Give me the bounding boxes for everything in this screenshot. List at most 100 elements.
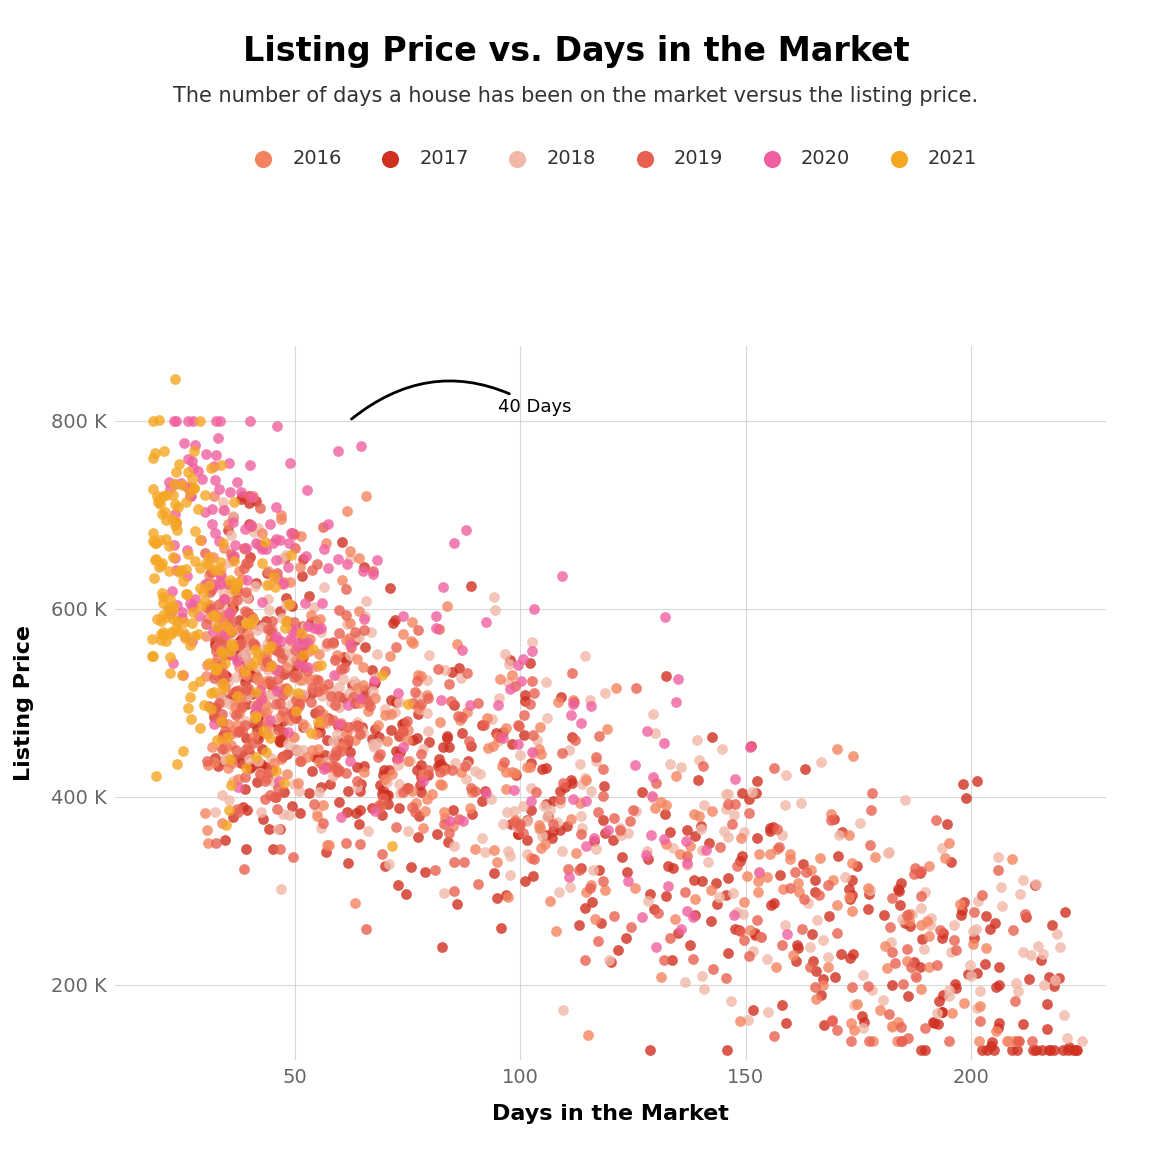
2017 [745,926,764,945]
2016 [350,602,369,621]
2016 [346,730,364,749]
2016 [912,980,931,999]
2016 [230,562,249,581]
2016 [685,805,704,824]
2019 [781,879,799,897]
2018 [266,659,285,677]
2016 [257,704,275,722]
2018 [262,749,280,767]
2017 [691,817,710,835]
2017 [601,953,620,971]
2017 [317,843,335,862]
2017 [205,665,223,683]
2019 [863,783,881,802]
2021 [153,584,172,602]
2017 [764,894,782,912]
2018 [719,785,737,803]
2017 [418,766,437,785]
2016 [233,569,251,588]
2021 [151,631,169,650]
2018 [722,992,741,1010]
2017 [243,757,262,775]
2017 [562,771,581,789]
2020 [210,479,228,498]
2018 [289,687,308,705]
2016 [252,524,271,543]
2019 [581,879,599,897]
2018 [695,796,713,814]
2021 [160,537,179,555]
2021 [229,574,248,592]
2017 [840,879,858,897]
2019 [524,726,543,744]
2018 [882,1017,901,1036]
2018 [676,972,695,991]
2019 [767,820,786,839]
2020 [167,514,185,532]
2018 [280,805,298,824]
2020 [511,672,530,690]
2018 [215,751,234,770]
2018 [942,942,961,961]
2017 [431,756,449,774]
2019 [793,920,811,939]
2017 [259,657,278,675]
2017 [664,859,682,878]
2016 [730,1011,749,1030]
2018 [249,751,267,770]
2018 [933,839,952,857]
2019 [455,852,473,871]
2016 [578,1025,597,1044]
2018 [264,685,282,704]
2021 [164,600,182,619]
2020 [241,411,259,430]
2016 [758,867,776,886]
2021 [262,657,280,675]
2019 [506,676,524,695]
2019 [240,487,258,506]
2016 [223,592,242,611]
2018 [401,751,419,770]
2016 [219,714,237,733]
2017 [884,976,902,994]
2019 [927,811,946,829]
2019 [214,669,233,688]
2016 [210,637,228,655]
2019 [207,642,226,660]
2016 [320,711,339,729]
2017 [230,722,249,741]
2017 [293,643,311,661]
2016 [258,725,276,743]
2021 [276,612,295,630]
2020 [726,770,744,788]
2017 [391,743,409,761]
2019 [397,712,416,730]
2017 [268,715,287,734]
2021 [159,599,177,617]
2018 [524,744,543,763]
2020 [314,759,333,778]
2017 [508,825,526,843]
2017 [223,508,242,526]
2021 [143,629,161,647]
2018 [283,684,302,703]
2020 [562,706,581,725]
2021 [253,721,272,740]
2021 [185,552,204,570]
2018 [260,619,279,637]
2019 [268,563,287,582]
2017 [803,924,821,942]
2021 [222,635,241,653]
2019 [210,630,228,649]
2019 [228,723,247,742]
2021 [191,531,210,550]
2017 [226,645,244,664]
2018 [259,699,278,718]
2020 [179,449,197,468]
2020 [174,666,192,684]
2021 [211,561,229,579]
2019 [842,1032,861,1051]
2018 [738,1010,757,1029]
2016 [530,817,548,835]
2021 [173,476,191,494]
